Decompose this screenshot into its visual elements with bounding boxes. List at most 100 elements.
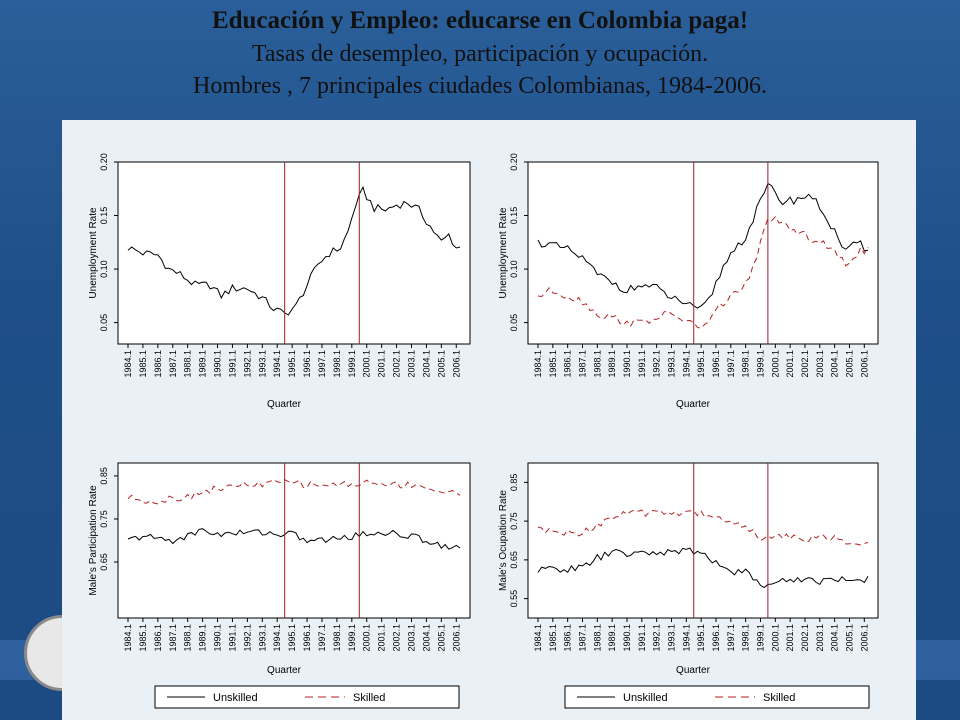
x-tick-label-4-14: 1998.1	[741, 624, 751, 652]
x-tick-label-1-21: 2005.1	[436, 350, 446, 378]
x-tick-label-4-12: 1996.1	[711, 624, 721, 652]
x-tick-label-2-12: 1996.1	[711, 350, 721, 378]
y-tick-label-2-3: 0.20	[509, 153, 519, 171]
plot-area-2	[527, 161, 879, 345]
x-tick-label-3-19: 2003.1	[407, 624, 417, 652]
plot-area-3	[117, 462, 471, 619]
x-tick-label-3-13: 1997.1	[317, 624, 327, 652]
legend-label-unskilled-2: Unskilled	[623, 692, 668, 704]
x-tick-label-3-7: 1991.1	[227, 624, 237, 652]
slide-subtitle-1: Tasas de desempleo, participación y ocup…	[251, 41, 709, 67]
x-tick-label-1-18: 2002.1	[392, 350, 402, 378]
y-axis-title-2: Unemployment Rate	[498, 207, 509, 299]
series-unskilled-2	[537, 182, 869, 309]
y-tick-label-1-0: 0.05	[99, 314, 109, 332]
x-tick-label-2-13: 1997.1	[726, 350, 736, 378]
title-block: Educación y Empleo: educarse en Colombia…	[0, 0, 960, 102]
x-tick-label-2-20: 2004.1	[830, 350, 840, 378]
x-tick-label-2-8: 1992.1	[652, 350, 662, 378]
series-skilled-3	[127, 478, 461, 505]
x-tick-label-1-0: 1984.1	[123, 350, 133, 378]
x-tick-label-1-17: 2001.1	[377, 350, 387, 378]
x-tick-label-2-0: 1984.1	[533, 350, 543, 378]
x-tick-label-3-6: 1990.1	[213, 624, 223, 652]
x-tick-label-1-6: 1990.1	[213, 350, 223, 378]
x-tick-label-1-4: 1988.1	[183, 350, 193, 378]
x-tick-label-1-19: 2003.1	[407, 350, 417, 378]
y-tick-label-2-0: 0.05	[509, 314, 519, 332]
x-tick-label-2-18: 2002.1	[800, 350, 810, 378]
x-tick-label-1-15: 1999.1	[347, 350, 357, 378]
y-tick-label-3-0: 0.65	[99, 553, 109, 571]
x-tick-label-2-19: 2003.1	[815, 350, 825, 378]
x-tick-label-4-19: 2003.1	[815, 624, 825, 652]
x-tick-label-1-9: 1993.1	[257, 350, 267, 378]
x-tick-label-4-3: 1987.1	[577, 624, 587, 652]
x-tick-label-2-10: 1994.1	[681, 350, 691, 378]
x-tick-label-1-1: 1985.1	[138, 350, 148, 378]
y-tick-label-4-0: 0.55	[509, 590, 519, 608]
x-tick-label-3-11: 1995.1	[287, 624, 297, 652]
x-axis-title-3: Quarter	[267, 665, 302, 676]
x-tick-label-3-5: 1989.1	[198, 624, 208, 652]
x-tick-label-2-4: 1988.1	[592, 350, 602, 378]
x-tick-label-2-7: 1991.1	[637, 350, 647, 378]
x-tick-label-4-13: 1997.1	[726, 624, 736, 652]
slide-subtitle-2: Hombres , 7 principales ciudades Colombi…	[193, 73, 767, 99]
x-tick-label-4-0: 1984.1	[533, 624, 543, 652]
x-tick-label-3-22: 2006.1	[451, 624, 461, 652]
y-tick-label-4-2: 0.75	[509, 512, 519, 530]
y-axis-title-1: Unemployment Rate	[88, 207, 99, 299]
x-tick-label-1-11: 1995.1	[287, 350, 297, 378]
x-tick-label-2-6: 1990.1	[622, 350, 632, 378]
x-tick-label-1-20: 2004.1	[421, 350, 431, 378]
x-tick-label-2-17: 2001.1	[785, 350, 795, 378]
x-tick-label-4-1: 1985.1	[548, 624, 558, 652]
x-tick-label-4-21: 2005.1	[844, 624, 854, 652]
legend-label-unskilled-1: Unskilled	[213, 692, 258, 704]
x-tick-label-3-14: 1998.1	[332, 624, 342, 652]
x-tick-label-2-15: 1999.1	[755, 350, 765, 378]
y-axis-title-4: Male's Ocupation Rate	[498, 490, 509, 591]
x-tick-label-3-21: 2005.1	[436, 624, 446, 652]
x-tick-label-4-4: 1988.1	[592, 624, 602, 652]
x-tick-label-4-2: 1986.1	[563, 624, 573, 652]
x-tick-label-1-2: 1986.1	[153, 350, 163, 378]
x-tick-label-1-14: 1998.1	[332, 350, 342, 378]
x-tick-label-4-18: 2002.1	[800, 624, 810, 652]
x-tick-label-2-21: 2005.1	[844, 350, 854, 378]
x-tick-label-2-2: 1986.1	[563, 350, 573, 378]
x-axis-title-1: Quarter	[267, 399, 302, 410]
x-tick-label-3-2: 1986.1	[153, 624, 163, 652]
x-tick-label-3-10: 1994.1	[272, 624, 282, 652]
series-skilled-2	[537, 215, 869, 329]
x-tick-label-2-3: 1987.1	[577, 350, 587, 378]
series-unskilled-3	[127, 528, 461, 550]
x-tick-label-4-5: 1989.1	[607, 624, 617, 652]
x-tick-label-4-16: 2000.1	[770, 624, 780, 652]
x-tick-label-3-0: 1984.1	[123, 624, 133, 652]
x-tick-label-3-3: 1987.1	[168, 624, 178, 652]
x-tick-label-1-16: 2000.1	[362, 350, 372, 378]
x-tick-label-1-10: 1994.1	[272, 350, 282, 378]
x-tick-label-2-1: 1985.1	[548, 350, 558, 378]
x-tick-label-3-15: 1999.1	[347, 624, 357, 652]
x-tick-label-1-12: 1996.1	[302, 350, 312, 378]
x-tick-label-4-11: 1995.1	[696, 624, 706, 652]
series-skilled-4	[537, 509, 869, 546]
y-tick-label-1-1: 0.10	[99, 260, 109, 278]
plot-area-4	[527, 462, 879, 619]
x-tick-label-3-18: 2002.1	[392, 624, 402, 652]
x-tick-label-2-5: 1989.1	[607, 350, 617, 378]
x-tick-label-3-1: 1985.1	[138, 624, 148, 652]
x-tick-label-4-17: 2001.1	[785, 624, 795, 652]
x-tick-label-2-22: 2006.1	[859, 350, 869, 378]
y-tick-label-1-2: 0.15	[99, 207, 109, 225]
x-tick-label-3-20: 2004.1	[421, 624, 431, 652]
y-tick-label-2-2: 0.15	[509, 207, 519, 225]
plot-area-1	[117, 161, 471, 345]
x-tick-label-4-7: 1991.1	[637, 624, 647, 652]
y-tick-label-1-3: 0.20	[99, 153, 109, 171]
x-tick-label-3-16: 2000.1	[362, 624, 372, 652]
